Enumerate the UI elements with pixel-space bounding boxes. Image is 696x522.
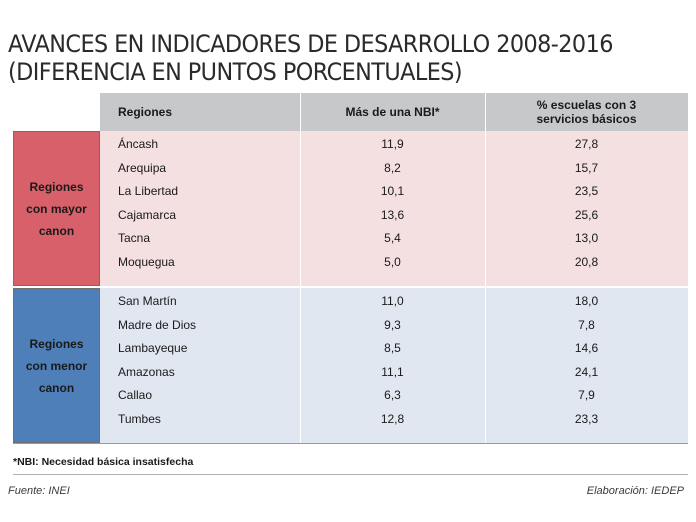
table-row: Tacna 5,4 13,0: [100, 227, 688, 251]
table-row: Amazonas 11,1 24,1: [100, 361, 688, 385]
table-row: Tumbes 12,8 23,3: [100, 408, 688, 432]
region-cell: Amazonas: [118, 364, 175, 379]
escuelas-value-cell: 20,8: [574, 254, 599, 269]
table-row: Arequipa 8,2 15,7: [100, 157, 688, 181]
escuelas-value-cell: 15,7: [574, 160, 599, 175]
source-text: Fuente: INEI: [8, 485, 70, 497]
table-row: Callao 6,3 7,9: [100, 384, 688, 408]
group-label-menor-line-3: canon: [38, 380, 75, 395]
column-divider-1: [300, 93, 301, 443]
region-cell: Cajamarca: [118, 207, 177, 222]
table-row: Lambayeque 8,5 14,6: [100, 337, 688, 361]
escuelas-value-cell: 25,6: [574, 207, 599, 222]
group-label-mayor-line-1: Regiones: [29, 179, 84, 194]
region-cell: Arequipa: [118, 160, 167, 175]
footnote: *NBI: Necesidad básica insatisfecha: [13, 456, 194, 468]
region-cell: Callao: [118, 388, 153, 402]
nbi-value-cell: 11,9: [381, 137, 404, 151]
region-cell: Lambayeque: [118, 341, 188, 355]
nbi-value-cell: 11,0: [381, 294, 404, 308]
title-line-1: AVANCES EN INDICADORES DE DESARROLLO 200…: [8, 30, 613, 58]
table-row: La Libertad 10,1 23,5: [100, 180, 688, 204]
nbi-value-cell: 12,8: [380, 411, 405, 426]
group-label-mayor-line-3: canon: [38, 223, 75, 238]
group-band-mayor: [100, 131, 688, 286]
region-cell: Áncash: [118, 137, 159, 151]
group-band-menor: [100, 288, 688, 443]
group-label-menor: Regiones con menor canon: [13, 288, 100, 443]
header-escuelas-line-1: % escuelas con 3: [536, 98, 637, 112]
region-cell: Tacna: [118, 231, 151, 245]
group-label-menor-line-1: Regiones: [29, 336, 84, 351]
table-row: Cajamarca 13,6 25,6: [100, 204, 688, 228]
escuelas-value-cell: 24,1: [574, 364, 599, 379]
header-escuelas-line-2: servicios básicos: [536, 112, 637, 126]
nbi-value-cell: 10,1: [380, 184, 405, 198]
region-cell: Madre de Dios: [118, 317, 197, 332]
table-row: Áncash 11,9 27,8: [100, 133, 688, 157]
escuelas-value-cell: 7,9: [578, 388, 595, 402]
footer-rule: [13, 474, 688, 475]
escuelas-value-cell: 13,0: [574, 231, 599, 245]
nbi-value-cell: 13,6: [380, 207, 405, 222]
table-row: Moquegua 5,0 20,8: [100, 251, 688, 275]
region-cell: San Martín: [118, 294, 177, 308]
escuelas-value-cell: 7,8: [578, 317, 595, 332]
nbi-value-cell: 8,5: [384, 341, 401, 355]
region-cell: Tumbes: [118, 411, 161, 426]
nbi-value-cell: 9,3: [384, 317, 401, 332]
column-divider-2: [485, 93, 486, 443]
escuelas-value-cell: 23,3: [574, 411, 599, 426]
title-line-2: (DIFERENCIA EN PUNTOS PORCENTUALES): [8, 58, 463, 86]
escuelas-value-cell: 27,8: [574, 137, 599, 151]
nbi-value-cell: 8,2: [384, 160, 401, 175]
header-nbi: Más de una NBI*: [345, 105, 440, 119]
table-bottom-rule: [13, 443, 688, 444]
region-cell: La Libertad: [118, 184, 179, 198]
group-label-menor-line-2: con menor: [25, 358, 88, 373]
table-row: San Martín 11,0 18,0: [100, 290, 688, 314]
nbi-value-cell: 5,4: [384, 231, 401, 245]
chart-title: AVANCES EN INDICADORES DE DESARROLLO 200…: [8, 30, 640, 86]
credit-text: Elaboración: IEDEP: [586, 485, 684, 497]
group-label-mayor: Regiones con mayor canon: [13, 131, 100, 286]
nbi-value-cell: 5,0: [384, 254, 401, 269]
escuelas-value-cell: 18,0: [574, 294, 599, 308]
header-regiones: Regiones: [118, 105, 173, 119]
group-label-mayor-line-2: con mayor: [26, 201, 87, 216]
escuelas-value-cell: 23,5: [574, 184, 599, 198]
header-escuelas: % escuelas con 3 servicios básicos: [485, 93, 688, 131]
table-header: Regiones Más de una NBI* % escuelas con …: [100, 93, 688, 131]
nbi-value-cell: 6,3: [384, 388, 401, 402]
nbi-value-cell: 11,1: [381, 364, 404, 379]
region-cell: Moquegua: [118, 254, 175, 269]
table-row: Madre de Dios 9,3 7,8: [100, 314, 688, 338]
escuelas-value-cell: 14,6: [574, 341, 599, 355]
